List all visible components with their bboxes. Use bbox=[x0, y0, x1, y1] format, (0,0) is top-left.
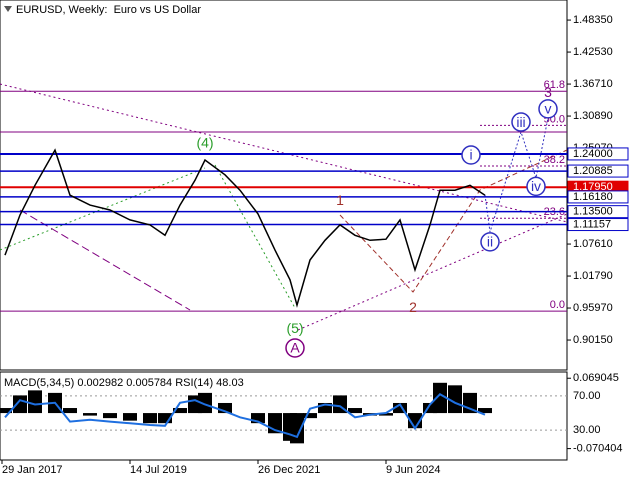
wave-circle bbox=[285, 338, 305, 358]
wave-circle bbox=[538, 99, 558, 119]
y-tick-label: 30.00 bbox=[573, 424, 601, 436]
indicator-title: MACD(5,34,5) 0.002982 0.005784 RSI(14) 4… bbox=[4, 377, 244, 389]
wave-circle bbox=[461, 145, 481, 165]
macd-bar bbox=[303, 413, 317, 419]
y-tick-label: 0.069045 bbox=[573, 372, 619, 384]
projection-path bbox=[484, 117, 549, 233]
macd-bar bbox=[13, 395, 27, 414]
wave-circle bbox=[526, 176, 546, 197]
y-tick-label: 0.90150 bbox=[573, 334, 613, 346]
macd-bar bbox=[158, 413, 172, 424]
y-tick-label: 1.01790 bbox=[573, 270, 613, 282]
macd-bar bbox=[198, 392, 212, 414]
macd-bar bbox=[448, 385, 462, 414]
wave-label: v bbox=[545, 101, 552, 117]
macd-bar bbox=[379, 413, 393, 416]
wave-label: 2 bbox=[409, 299, 417, 315]
macd-bar bbox=[83, 413, 97, 416]
macd-bar bbox=[433, 382, 447, 414]
level-box bbox=[567, 218, 629, 232]
wave-path bbox=[339, 149, 568, 293]
macd-bar bbox=[0, 408, 12, 414]
macd-bar bbox=[218, 402, 232, 414]
wave-label: (4) bbox=[196, 135, 213, 151]
macd-bar bbox=[63, 408, 77, 414]
wave-label: 1 bbox=[336, 192, 344, 208]
x-tick-label: 14 Jul 2019 bbox=[130, 464, 187, 476]
rsi-line bbox=[4, 392, 486, 439]
wave-label: ii bbox=[487, 234, 493, 250]
wave-label: i bbox=[469, 147, 472, 163]
wave-label: A bbox=[290, 340, 300, 356]
level-box bbox=[567, 190, 629, 204]
fib-label: 38.2 bbox=[544, 154, 565, 166]
macd-bar bbox=[103, 413, 117, 419]
fib-label: 0.0 bbox=[550, 299, 565, 311]
level-label: 1.24000 bbox=[573, 148, 613, 160]
wave-circle bbox=[511, 112, 531, 132]
symbol-icon bbox=[4, 6, 12, 12]
y-tick-label: 70.00 bbox=[573, 390, 601, 402]
level-label: 1.11157 bbox=[573, 218, 611, 230]
macd-bar bbox=[348, 408, 362, 414]
macd-bar bbox=[423, 402, 437, 414]
y-tick-label: 0.95970 bbox=[573, 302, 613, 314]
trend-line bbox=[19, 209, 191, 311]
x-tick-label: 26 Dec 2021 bbox=[258, 464, 320, 476]
macd-bar bbox=[173, 408, 187, 414]
trend-lines bbox=[0, 83, 568, 331]
level-box bbox=[567, 147, 629, 161]
level-box bbox=[567, 205, 629, 219]
wave-circle bbox=[480, 232, 500, 252]
macd-bar bbox=[318, 402, 332, 414]
macd-bar bbox=[478, 408, 492, 414]
y-tick-label: 1.07610 bbox=[573, 238, 613, 250]
price-line bbox=[4, 148, 486, 308]
x-tick-label: 9 Jun 2024 bbox=[386, 464, 440, 476]
trend-line bbox=[214, 164, 296, 309]
level-label: 1.20885 bbox=[573, 165, 613, 177]
macd-bar bbox=[123, 413, 137, 421]
wave-label: (5) bbox=[286, 320, 303, 336]
trend-line bbox=[0, 167, 206, 251]
level-box bbox=[567, 164, 629, 178]
wave-label: iv bbox=[531, 178, 541, 194]
macd-bar bbox=[28, 390, 42, 414]
y-tick-label: -0.070404 bbox=[573, 443, 623, 455]
macd-bar bbox=[251, 413, 265, 424]
trend-line bbox=[297, 213, 568, 331]
level-label: 1.17950 bbox=[573, 181, 613, 193]
price-frame bbox=[0, 0, 568, 371]
y-tick-label: 1.48350 bbox=[573, 14, 613, 26]
level-label: 1.13500 bbox=[573, 206, 613, 218]
macd-bar bbox=[393, 402, 407, 414]
chart-title: EURUSD, Weekly: Euro vs US Dollar bbox=[16, 4, 201, 16]
indicator-frame bbox=[0, 371, 568, 461]
y-tick-label: 1.36710 bbox=[573, 78, 613, 90]
x-tick-label: 29 Jan 2017 bbox=[2, 464, 63, 476]
fib-label: 61.8 bbox=[544, 79, 565, 91]
macd-bar bbox=[143, 413, 157, 424]
wave-label: iii bbox=[516, 114, 525, 130]
level-label: 1.16180 bbox=[573, 191, 613, 203]
y-tick-label: 1.42530 bbox=[573, 46, 613, 58]
wave-label: 3 bbox=[544, 84, 552, 100]
y-tick-label: 1.30890 bbox=[573, 110, 613, 122]
